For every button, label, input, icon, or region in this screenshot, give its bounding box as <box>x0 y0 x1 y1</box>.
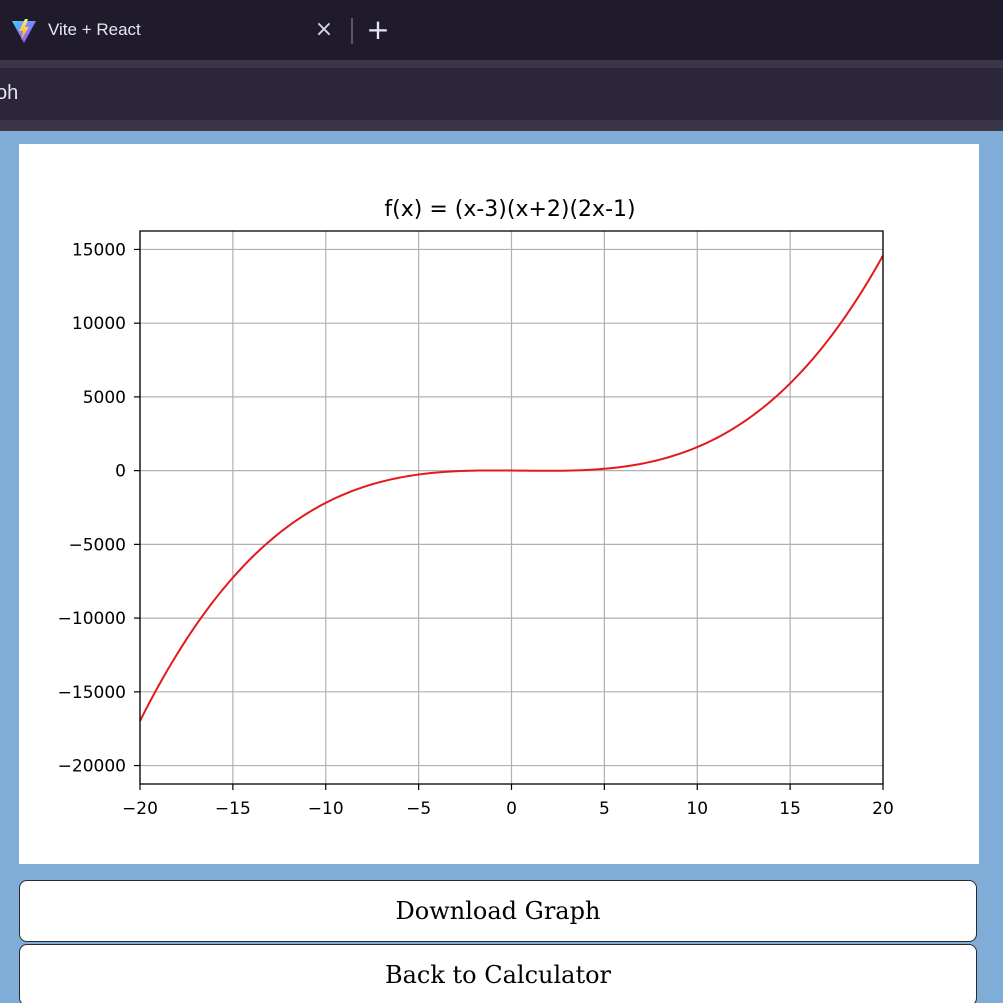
browser-tab-bar: Vite + React × + <box>0 0 1003 60</box>
x-tick-label: −20 <box>122 799 158 819</box>
vite-logo-icon <box>12 19 36 43</box>
back-to-calculator-button[interactable]: Back to Calculator <box>19 944 977 1003</box>
y-tick-label: −15000 <box>58 683 126 703</box>
y-tick-label: 10000 <box>72 314 126 334</box>
y-tick-label: 15000 <box>72 240 126 260</box>
function-plot: −20 −15 −10 −5 0 5 10 15 20 −20000 −15000 −10000 −5… <box>58 197 894 819</box>
y-tick-label: 5000 <box>83 388 126 408</box>
new-tab-button[interactable]: + <box>366 13 390 46</box>
y-tick-label: −10000 <box>58 609 126 629</box>
graph-image: −20 −15 −10 −5 0 5 10 15 20 −20000 −15000 −10000 −5… <box>19 144 979 864</box>
x-tick-label: 5 <box>599 799 610 819</box>
x-tick-label: −15 <box>215 799 251 819</box>
toolbar-bottom-divider <box>0 120 1003 131</box>
address-bar-text[interactable]: oh <box>0 82 19 104</box>
x-tick-label: 20 <box>872 799 894 819</box>
download-graph-button[interactable]: Download Graph <box>19 880 977 942</box>
tab-title: Vite + React <box>48 20 141 39</box>
y-tick-label: −5000 <box>68 535 126 555</box>
tab-separator <box>351 18 353 44</box>
y-tick-labels: −20000 −15000 −10000 −5000 0 5000 10000 15000 <box>58 240 126 776</box>
x-tick-label: −10 <box>308 799 344 819</box>
chart-title: f(x) = (x-3)(x+2)(2x-1) <box>384 197 635 222</box>
close-tab-icon[interactable]: × <box>314 17 334 42</box>
x-tick-label: 0 <box>506 799 517 819</box>
function-curve <box>139 255 884 722</box>
x-tick-labels: −20 −15 −10 −5 0 5 10 15 20 <box>122 799 894 819</box>
tick-marks <box>134 248 884 790</box>
y-tick-label: −20000 <box>58 757 126 777</box>
y-tick-label: 0 <box>115 462 126 482</box>
x-tick-label: −5 <box>406 799 431 819</box>
toolbar-divider <box>0 60 1003 68</box>
address-bar[interactable] <box>0 68 1003 120</box>
grid-lines <box>139 231 884 784</box>
browser-tab[interactable]: Vite + React × <box>0 0 346 60</box>
curve-layer <box>139 255 884 722</box>
x-tick-label: 15 <box>779 799 801 819</box>
x-tick-label: 10 <box>686 799 708 819</box>
